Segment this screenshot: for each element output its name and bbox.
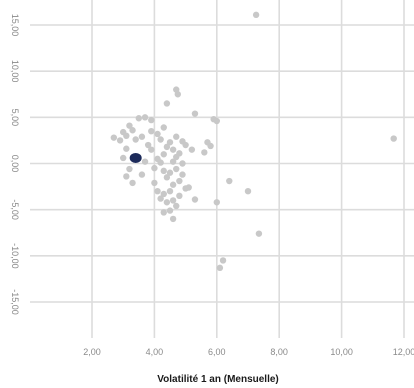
peer-point xyxy=(163,199,171,206)
y-tick-label: 0,00 xyxy=(10,155,20,173)
peer-point xyxy=(148,116,155,124)
peer-point xyxy=(160,151,167,158)
peer-point xyxy=(154,188,161,195)
peer-point xyxy=(169,215,177,223)
highlight-point xyxy=(129,152,142,163)
peer-point xyxy=(132,136,139,143)
peer-point xyxy=(163,174,171,181)
peer-point xyxy=(148,146,155,153)
grid xyxy=(30,0,414,338)
peer-point xyxy=(185,184,192,191)
y-tick-label: -10,00 xyxy=(10,243,20,269)
peer-point xyxy=(244,188,252,195)
y-tick-label: -5,00 xyxy=(10,199,20,220)
peer-point xyxy=(182,141,189,149)
peer-point xyxy=(129,127,136,134)
peer-point xyxy=(160,190,167,198)
y-tick-label: -15,00 xyxy=(10,289,20,315)
peer-point xyxy=(179,160,186,167)
x-tick-label: 8,00 xyxy=(270,347,288,357)
y-tick-label: 5,00 xyxy=(10,109,20,127)
peer-point xyxy=(160,209,167,216)
peer-point xyxy=(173,165,180,173)
peer-point xyxy=(169,146,177,153)
peer-point xyxy=(138,171,146,178)
peer-point xyxy=(151,164,158,172)
peer-point xyxy=(166,139,174,146)
peer-point xyxy=(201,149,208,156)
peer-point xyxy=(123,132,130,139)
peer-point xyxy=(157,195,164,202)
peer-point xyxy=(169,197,177,204)
peer-point xyxy=(151,179,158,187)
peer-point xyxy=(157,159,164,166)
peer-point xyxy=(169,181,177,188)
peer-point xyxy=(179,171,186,178)
peer-point xyxy=(129,179,136,187)
peer-point xyxy=(163,143,171,151)
peer-point xyxy=(135,115,142,122)
peer-point xyxy=(191,196,199,203)
peer-point xyxy=(126,122,133,129)
peer-point xyxy=(166,188,174,195)
peer-point xyxy=(191,110,199,117)
peer-point xyxy=(166,169,174,176)
peer-point xyxy=(255,230,263,237)
peer-point xyxy=(213,199,220,206)
peer-point xyxy=(126,165,133,173)
peer-point xyxy=(138,133,146,140)
peer-point xyxy=(116,137,124,144)
peer-point xyxy=(123,145,130,152)
peer-point xyxy=(176,177,183,185)
peer-point xyxy=(144,141,152,149)
peer-point xyxy=(226,177,233,185)
peer-point xyxy=(169,158,177,165)
x-tick-label: 10,00 xyxy=(330,347,353,357)
peer-point xyxy=(188,146,196,153)
peer-point xyxy=(123,173,130,180)
peer-point xyxy=(141,158,149,165)
data-points xyxy=(110,11,397,272)
peer-point xyxy=(173,202,180,210)
peer-point xyxy=(173,133,180,140)
peer-point xyxy=(141,114,149,121)
peer-point xyxy=(176,192,183,200)
tick-labels: 2,00 4,00 6,00 8,00 10,00 12,00 15,00 10,00 5,00… xyxy=(10,14,414,357)
x-axis-title: Volatilité 1 an (Mensuelle) xyxy=(157,374,279,385)
peer-point xyxy=(252,11,260,19)
peer-point xyxy=(213,117,220,125)
peer-point xyxy=(110,134,118,141)
x-tick-label: 12,00 xyxy=(393,347,414,357)
peer-point xyxy=(154,130,161,138)
peer-point xyxy=(390,135,397,142)
peer-point xyxy=(173,153,180,161)
x-tick-label: 2,00 xyxy=(83,347,101,357)
peer-point xyxy=(120,154,127,162)
peer-point xyxy=(207,142,214,150)
peer-point xyxy=(166,207,174,214)
peer-point xyxy=(174,91,181,98)
peer-point xyxy=(219,257,227,264)
peer-point xyxy=(160,167,167,175)
x-tick-label: 4,00 xyxy=(146,347,164,357)
peer-point xyxy=(157,136,164,143)
peer-point xyxy=(148,127,155,135)
x-tick-label: 6,00 xyxy=(208,347,226,357)
peer-point xyxy=(160,124,167,131)
y-tick-label: 15,00 xyxy=(10,14,20,37)
peer-point xyxy=(216,264,224,272)
y-tick-label: 10,00 xyxy=(10,60,20,83)
peer-point xyxy=(163,100,171,107)
